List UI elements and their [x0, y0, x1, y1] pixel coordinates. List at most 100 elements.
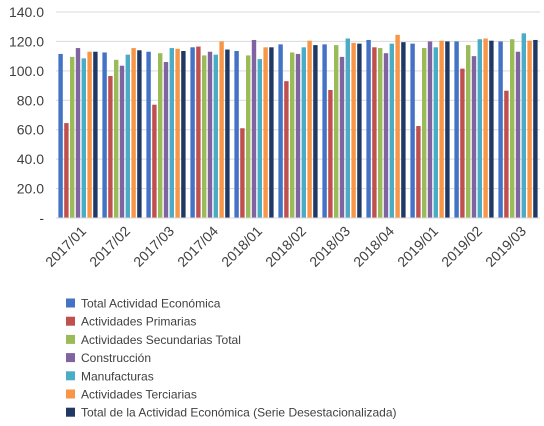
bar — [108, 76, 113, 218]
bar — [70, 56, 75, 218]
bar — [278, 44, 283, 219]
bar — [510, 39, 515, 218]
bar — [284, 81, 289, 218]
y-tick-label: 80.0 — [17, 92, 44, 108]
bar — [87, 51, 92, 219]
bar — [163, 62, 169, 218]
legend-swatch — [66, 371, 75, 381]
legend-item: Actividades Terciarias — [66, 388, 197, 402]
y-axis-tick-labels: - 20.0 40.0 60.0 80.0 100.0 120.0 140.0 — [9, 4, 44, 226]
bar — [489, 40, 494, 218]
bar — [357, 43, 362, 218]
legend-item: Construcción — [66, 351, 151, 365]
legend-swatch — [66, 334, 75, 344]
bar — [395, 34, 400, 219]
legend-label: Manufacturas — [81, 369, 154, 383]
y-tick-label: 20.0 — [17, 181, 44, 197]
bar — [301, 47, 306, 219]
x-tick-label: 2019/03 — [482, 223, 529, 270]
y-tick-label: - — [39, 210, 44, 226]
bar — [313, 45, 318, 218]
bar — [225, 49, 230, 218]
bar — [477, 39, 482, 218]
bar — [533, 39, 538, 219]
bar — [445, 41, 450, 219]
bar — [169, 48, 174, 218]
bar — [433, 47, 438, 219]
x-tick-label: 2019/01 — [394, 223, 441, 270]
bar — [64, 123, 69, 218]
bar — [334, 45, 339, 218]
legend-item: Manufacturas — [66, 369, 154, 383]
bar — [175, 48, 180, 218]
bar — [181, 50, 186, 218]
legend-swatch — [66, 389, 75, 399]
bar — [466, 45, 471, 218]
bar — [119, 65, 125, 219]
bar — [307, 40, 312, 218]
legend-item: Total Actividad Económica — [66, 297, 221, 311]
bar — [527, 40, 532, 218]
bar — [257, 59, 262, 219]
legend-item: Actividades Primarias — [66, 315, 196, 329]
bar — [401, 42, 406, 218]
legend-swatch — [66, 298, 75, 308]
x-tick-label: 2017/04 — [174, 223, 221, 270]
bar — [131, 48, 136, 218]
bar — [383, 53, 389, 219]
bar — [158, 53, 163, 219]
bar — [81, 58, 86, 218]
bar — [190, 47, 195, 219]
legend-item: Actividades Secundarias Total — [66, 333, 241, 347]
bar — [207, 51, 213, 219]
bar — [240, 128, 245, 218]
bar — [322, 44, 327, 219]
legend-swatch — [66, 353, 75, 363]
bar — [422, 48, 427, 218]
x-tick-label: 2018/03 — [306, 223, 353, 270]
y-tick-label: 100.0 — [9, 63, 44, 79]
bar — [378, 48, 383, 218]
x-axis-tick-labels: 2017/012017/022017/032017/042018/012018/… — [42, 223, 529, 270]
bar — [196, 46, 201, 218]
bar — [372, 47, 377, 219]
bar — [498, 41, 503, 219]
bar — [504, 90, 509, 218]
legend-label: Total Actividad Económica — [81, 297, 221, 311]
bar — [339, 56, 345, 218]
x-tick-label: 2018/04 — [350, 223, 397, 270]
legend-label: Actividades Primarias — [81, 315, 196, 329]
bars — [58, 33, 538, 219]
legend-swatch — [66, 407, 75, 417]
legend: Total Actividad Económica Actividades Pri… — [66, 297, 397, 420]
legend-item: Total de la Actividad Económica (Serie D… — [66, 406, 397, 420]
bar — [460, 68, 465, 219]
bar — [295, 53, 301, 218]
bar — [416, 126, 421, 218]
legend-label: Total de la Actividad Económica (Serie D… — [81, 406, 397, 420]
y-tick-label: 60.0 — [17, 122, 44, 138]
bar — [410, 43, 415, 218]
bar — [345, 38, 350, 218]
bar — [213, 54, 218, 218]
bar — [515, 51, 521, 219]
x-tick-label: 2017/03 — [130, 223, 177, 270]
bar — [202, 55, 207, 218]
y-tick-label: 40.0 — [17, 151, 44, 167]
x-tick-label: 2018/01 — [218, 223, 265, 270]
bar — [483, 38, 488, 218]
bar — [93, 51, 98, 219]
bar — [137, 50, 142, 219]
x-tick-label: 2017/01 — [42, 223, 89, 270]
bar — [251, 39, 257, 219]
y-tick-label: 120.0 — [9, 33, 44, 49]
bar — [521, 33, 526, 219]
legend-swatch — [66, 316, 75, 326]
bar — [263, 47, 268, 219]
bar — [152, 104, 157, 218]
bar — [234, 50, 239, 218]
bar — [125, 54, 130, 218]
x-tick-label: 2018/02 — [262, 223, 309, 270]
